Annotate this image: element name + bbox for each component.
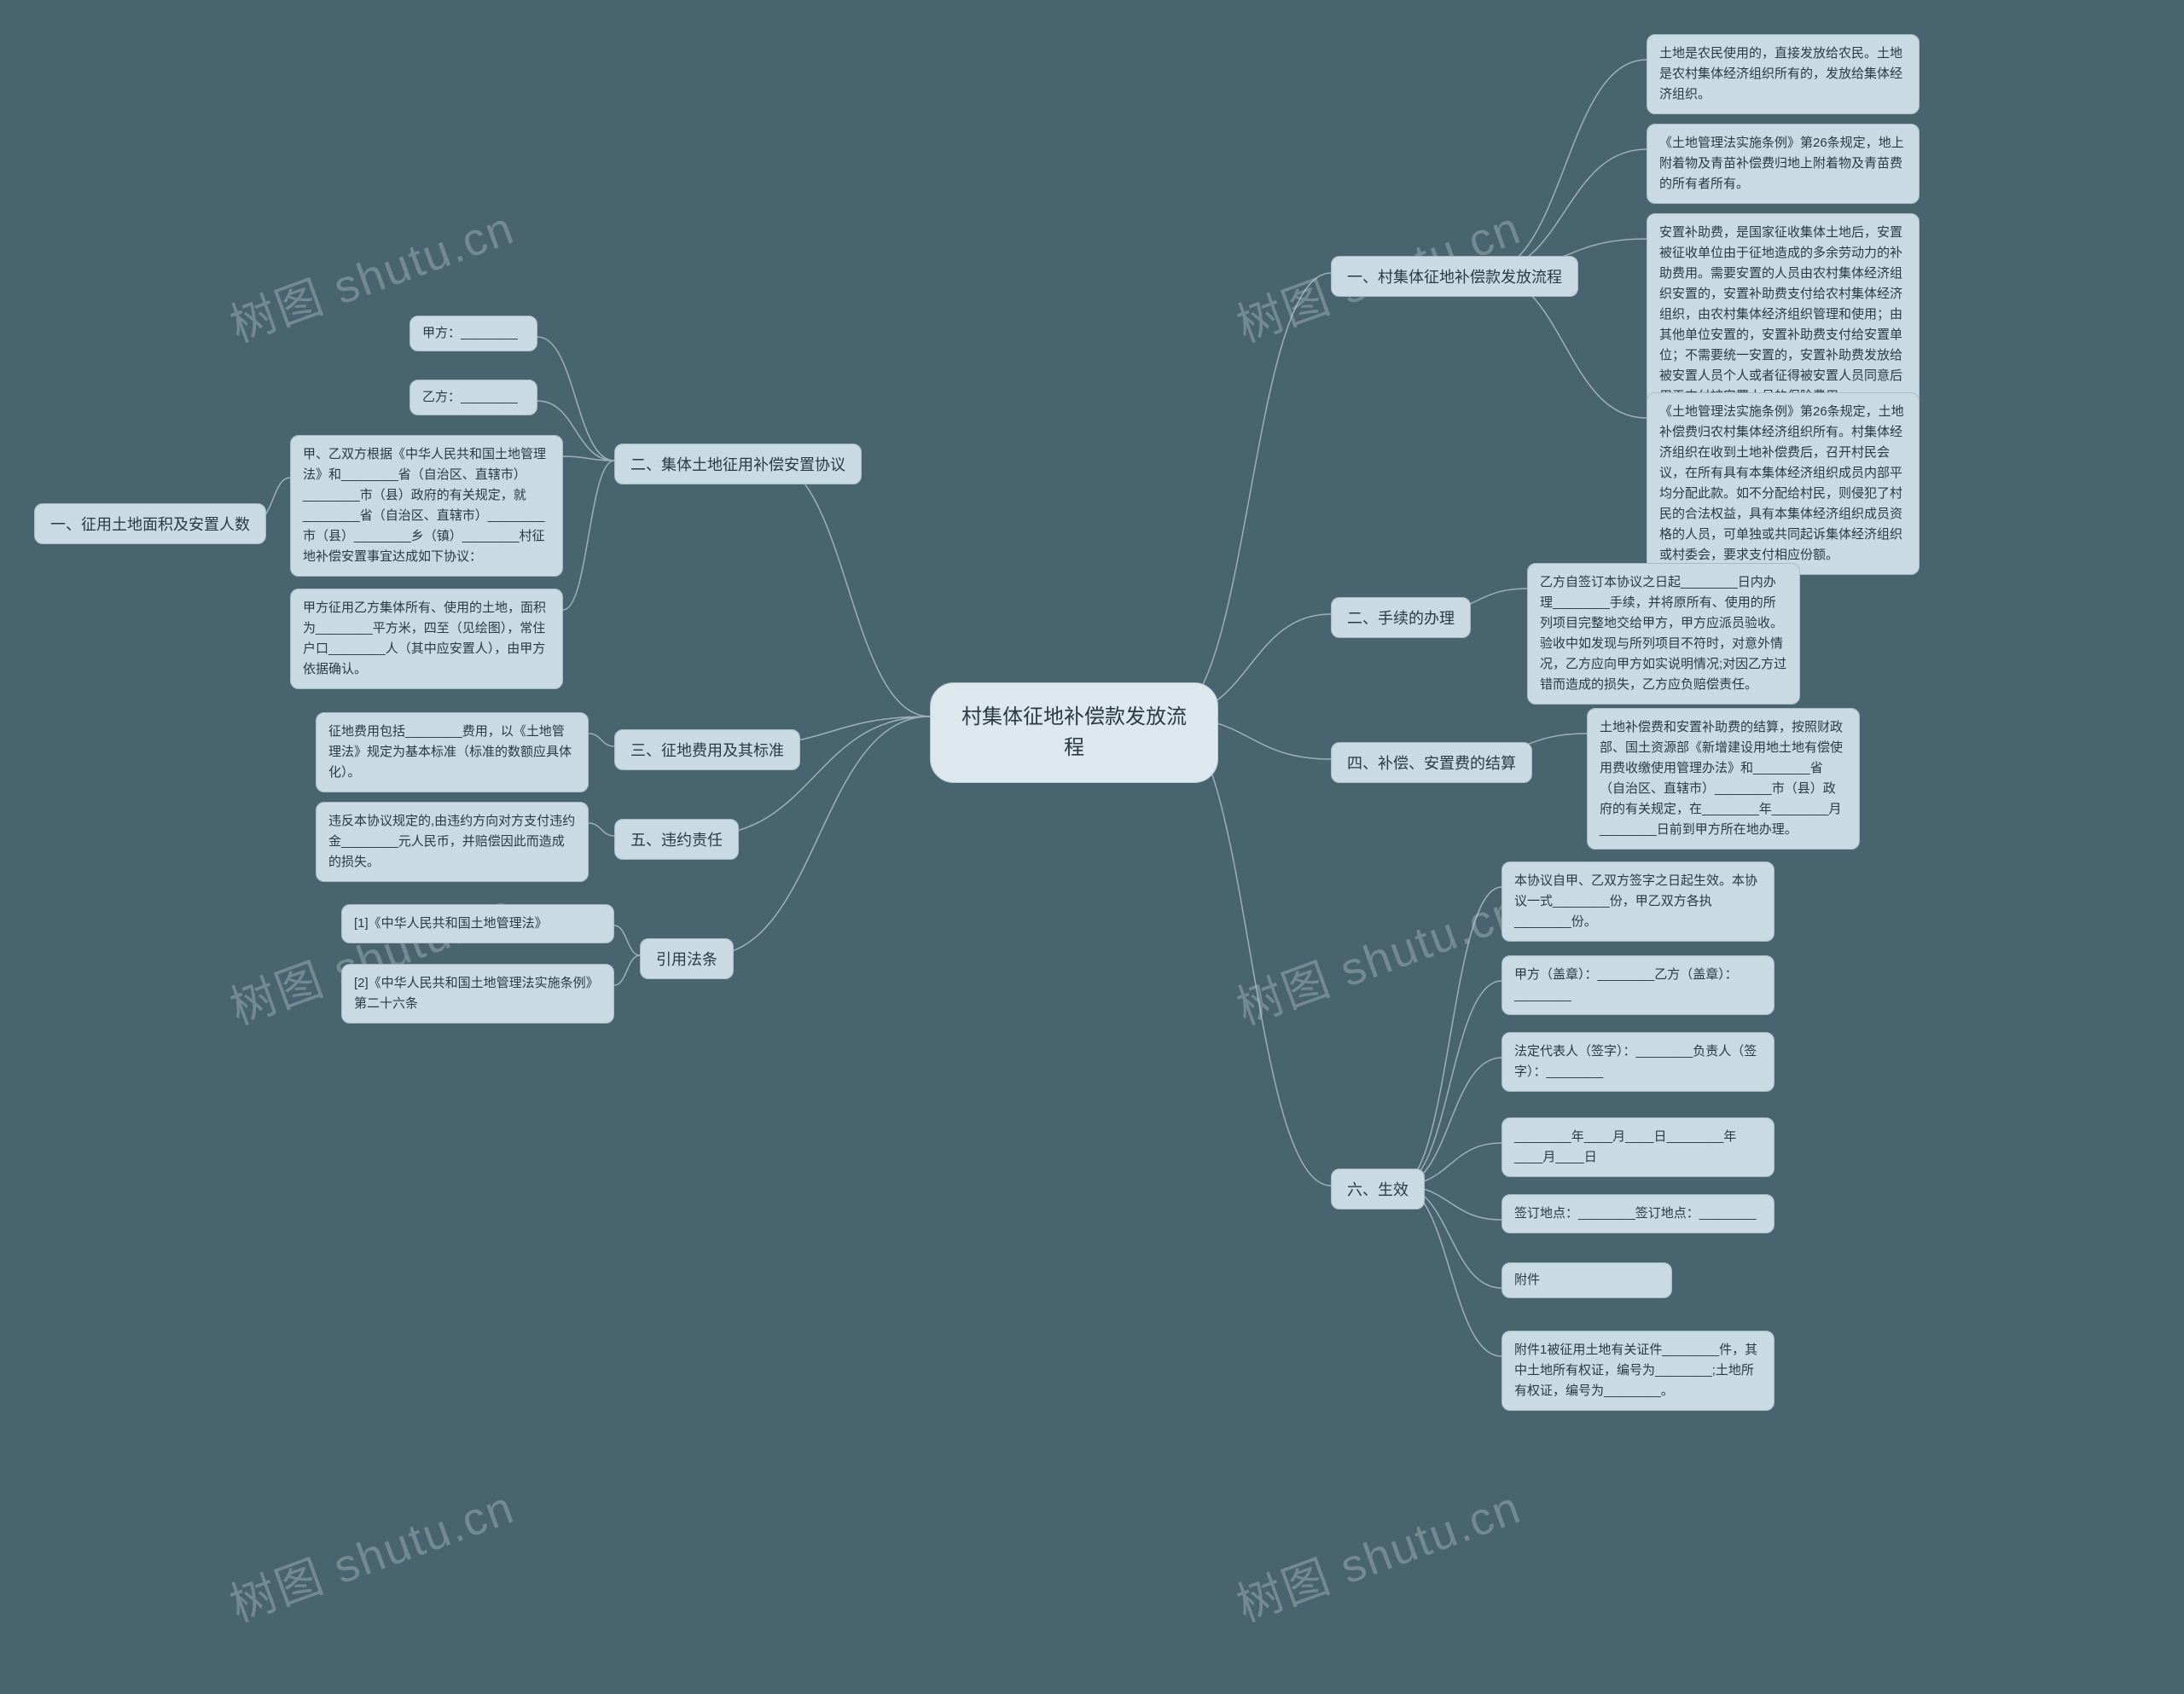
- leaf-node: 签订地点：________签订地点：________: [1502, 1194, 1774, 1233]
- center-node: 村集体征地补偿款发放流程: [930, 682, 1218, 783]
- leaf-node: 乙方：________: [410, 380, 537, 415]
- leaf-node: 土地是农民使用的，直接发放给农民。土地是农村集体经济组织所有的，发放给集体经济组…: [1647, 34, 1920, 114]
- sub-branch-node: 一、征用土地面积及安置人数: [34, 503, 266, 544]
- branch-node: 一、村集体征地补偿款发放流程: [1331, 256, 1578, 297]
- leaf-node: 甲、乙双方根据《中华人民共和国土地管理法》和________省（自治区、直辖市）…: [290, 435, 563, 577]
- leaf-node: 安置补助费，是国家征收集体土地后，安置被征收单位由于征地造成的多余劳动力的补助费…: [1647, 213, 1920, 416]
- leaf-node: 征地费用包括________费用，以《土地管理法》规定为基本标准（标准的数额应具…: [316, 712, 589, 792]
- watermark: 树图 shutu.cn: [1226, 1470, 1529, 1635]
- branch-node: 三、征地费用及其标准: [614, 729, 800, 770]
- leaf-node: 本协议自甲、乙双方签字之日起生效。本协议一式________份，甲乙双方各执__…: [1502, 862, 1774, 942]
- watermark: 树图 shutu.cn: [219, 1470, 522, 1635]
- leaf-node: 土地补偿费和安置补助费的结算，按照财政部、国土资源部《新增建设用地土地有偿使用费…: [1587, 708, 1860, 850]
- leaf-node: 甲方：________: [410, 316, 537, 351]
- leaf-node: ________年____月____日________年____月____日: [1502, 1117, 1774, 1177]
- leaf-node: [1]《中华人民共和国土地管理法》: [341, 904, 614, 943]
- leaf-node: 《土地管理法实施条例》第26条规定，土地补偿费归农村集体经济组织所有。村集体经济…: [1647, 392, 1920, 575]
- leaf-node: 乙方自签订本协议之日起________日内办理________手续，并将原所有、…: [1527, 563, 1800, 705]
- leaf-node: 《土地管理法实施条例》第26条规定，地上附着物及青苗补偿费归地上附着物及青苗费的…: [1647, 124, 1920, 204]
- leaf-node: 附件: [1502, 1262, 1672, 1298]
- branch-node: 二、手续的办理: [1331, 597, 1471, 638]
- branch-node: 二、集体土地征用补偿安置协议: [614, 444, 862, 484]
- branch-node: 五、违约责任: [614, 819, 739, 860]
- leaf-node: 甲方（盖章）：________乙方（盖章）：________: [1502, 955, 1774, 1015]
- watermark: 树图 shutu.cn: [1226, 873, 1529, 1038]
- branch-node: 四、补偿、安置费的结算: [1331, 742, 1532, 783]
- leaf-node: 附件1被征用土地有关证件________件，其中土地所有权证，编号为______…: [1502, 1331, 1774, 1411]
- leaf-node: 违反本协议规定的,由违约方向对方支付违约金________元人民币，并赔偿因此而…: [316, 802, 589, 882]
- leaf-node: 法定代表人（签字）：________负责人（签字）：________: [1502, 1032, 1774, 1092]
- leaf-node: 甲方征用乙方集体所有、使用的土地，面积为________平方米，四至（见绘图），…: [290, 589, 563, 689]
- branch-node: 引用法条: [640, 938, 734, 979]
- branch-node: 六、生效: [1331, 1169, 1425, 1210]
- leaf-node: [2]《中华人民共和国土地管理法实施条例》第二十六条: [341, 964, 614, 1024]
